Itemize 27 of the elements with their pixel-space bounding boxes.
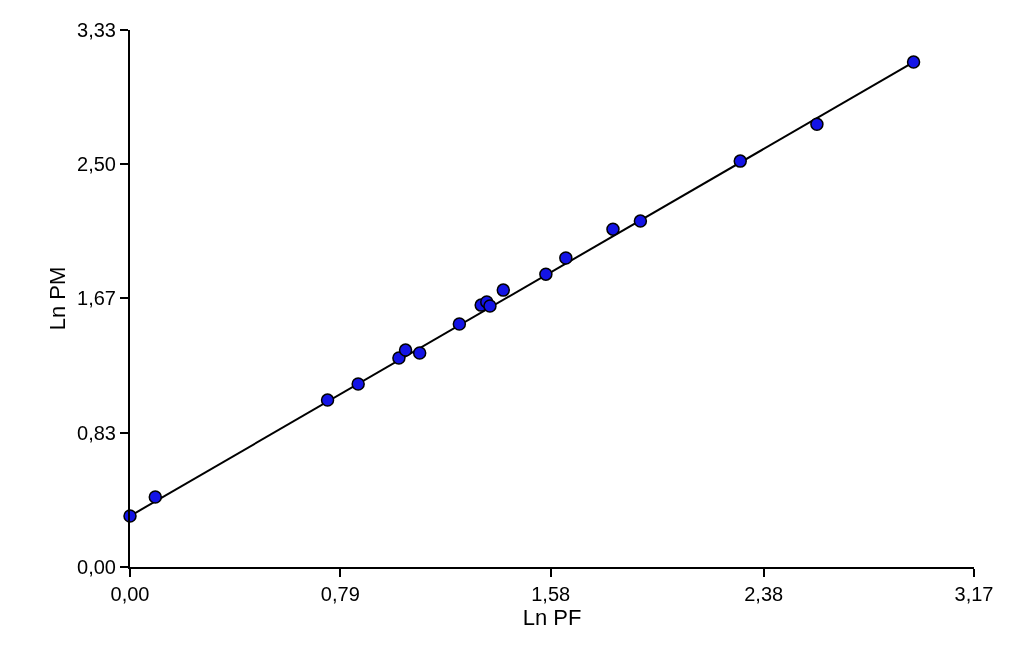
x-tick-label: 0,00 bbox=[110, 583, 150, 605]
point bbox=[633, 214, 648, 228]
point bbox=[906, 55, 921, 69]
point bbox=[810, 117, 824, 131]
point bbox=[606, 222, 620, 236]
point bbox=[398, 343, 413, 357]
y-axis-title: Ln PM bbox=[45, 266, 71, 331]
point bbox=[351, 377, 365, 391]
point bbox=[733, 154, 747, 168]
point bbox=[496, 283, 511, 297]
point bbox=[320, 393, 335, 407]
x-tick-label: 1,58 bbox=[531, 583, 571, 605]
point bbox=[148, 490, 163, 504]
x-tick-label: 3,17 bbox=[954, 583, 994, 605]
y-tick-label: 0,83 bbox=[77, 422, 116, 445]
point bbox=[559, 251, 573, 265]
x-tick-label: 0,79 bbox=[320, 583, 360, 605]
y-tick-label: 2,50 bbox=[77, 152, 116, 175]
point bbox=[539, 267, 553, 281]
y-tick-label: 3,33 bbox=[77, 19, 116, 41]
point bbox=[452, 317, 467, 331]
point bbox=[483, 299, 497, 313]
point bbox=[412, 346, 427, 360]
x-axis-title: Ln PF bbox=[522, 605, 582, 630]
y-tick-label: 1,67 bbox=[77, 286, 116, 309]
x-tick-label: 2,38 bbox=[744, 583, 784, 605]
y-tick-label: 0,00 bbox=[77, 556, 116, 578]
